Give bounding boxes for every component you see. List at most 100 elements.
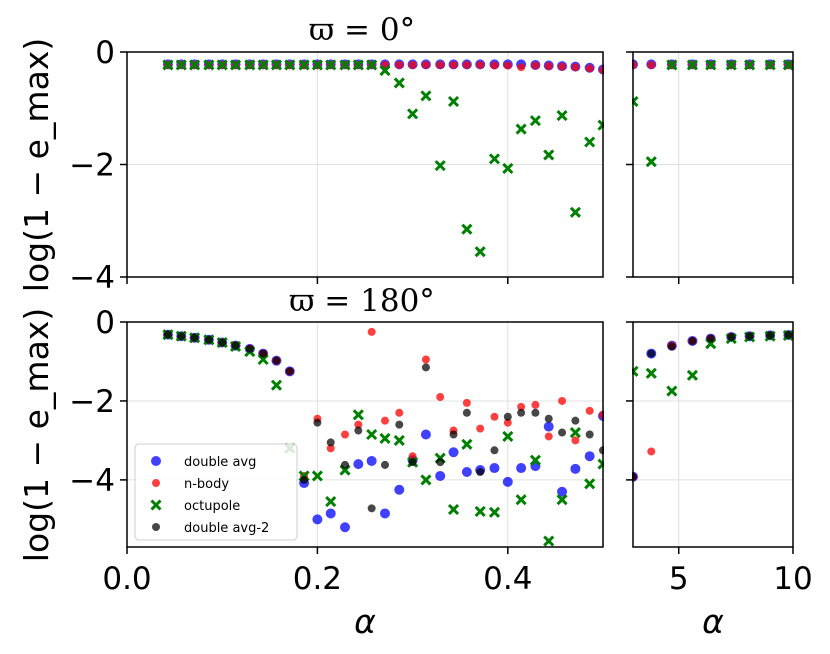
point-octupole — [311, 470, 323, 482]
legend-marker-octupole — [150, 499, 162, 511]
point-n-body — [544, 62, 553, 71]
point-octupole — [325, 496, 337, 508]
point-n-body — [462, 60, 471, 69]
point-double-avg-2 — [204, 335, 213, 344]
y-tick-label: 0 — [95, 305, 115, 341]
top-panel-title: ϖ = 0° — [309, 12, 415, 48]
point-octupole — [556, 110, 568, 122]
point-double-avg-2 — [421, 363, 430, 372]
point-n-body — [647, 447, 656, 456]
point-octupole — [529, 454, 541, 466]
point-double-avg-2 — [784, 331, 793, 340]
point-n-body — [490, 412, 499, 421]
point-octupole — [393, 434, 405, 446]
point-n-body — [503, 61, 512, 70]
point-double-avg-2 — [449, 430, 458, 439]
point-double-avg-2 — [706, 334, 715, 343]
point-double-avg — [312, 514, 323, 525]
point-double-avg — [353, 459, 364, 470]
point-double-avg-2 — [341, 460, 350, 469]
point-double-avg-2 — [272, 356, 281, 365]
point-double-avg — [516, 463, 527, 474]
legend-entry-double-avg: double avg — [151, 455, 256, 470]
point-octupole — [686, 369, 698, 381]
point-n-body — [395, 408, 404, 417]
point-octupole — [744, 59, 756, 71]
point-octupole — [529, 115, 541, 127]
point-octupole — [434, 160, 446, 172]
point-double-avg-2 — [354, 426, 363, 435]
point-octupole — [543, 149, 555, 161]
point-double-avg — [557, 486, 568, 497]
y-tick-label: 0 — [95, 35, 115, 71]
point-n-body — [436, 60, 445, 69]
point-double-avg — [340, 522, 351, 533]
point-octupole — [257, 353, 269, 366]
point-octupole — [447, 503, 460, 516]
point-double-avg-2 — [490, 446, 499, 455]
y-tick-label: −4 — [69, 260, 115, 296]
point-n-body — [449, 60, 458, 69]
point-octupole — [393, 77, 405, 89]
point-double-avg-2 — [503, 412, 512, 421]
point-octupole — [502, 430, 514, 443]
point-double-avg-2 — [745, 332, 754, 341]
point-double-avg — [435, 470, 446, 481]
point-n-body — [380, 416, 389, 425]
point-octupole — [216, 59, 228, 71]
legend-marker-double-avg — [151, 456, 161, 466]
panel-marks-top-right — [632, 59, 794, 168]
point-double-avg-2 — [231, 341, 240, 350]
point-octupole — [515, 123, 527, 135]
point-double-avg-2 — [326, 438, 335, 447]
panel-top-right — [626, 51, 794, 284]
axes-frame — [632, 321, 794, 548]
point-octupole — [352, 409, 364, 421]
point-double-avg-2 — [408, 458, 417, 467]
point-octupole — [379, 65, 391, 77]
point-octupole — [311, 59, 323, 71]
point-n-body — [558, 396, 567, 405]
point-double-avg-2 — [517, 408, 526, 417]
point-octupole — [420, 90, 432, 102]
point-octupole — [257, 59, 269, 71]
right-x-axis-label: α — [702, 602, 724, 641]
x-tick-label: 0.4 — [483, 561, 532, 597]
point-octupole — [229, 59, 242, 71]
point-double-avg-2 — [558, 428, 567, 437]
point-octupole — [175, 59, 187, 71]
legend-frame — [134, 443, 298, 541]
point-double-avg-2 — [544, 414, 553, 423]
point-n-body — [421, 60, 430, 69]
point-octupole — [284, 59, 296, 71]
point-double-avg-2 — [727, 333, 736, 341]
point-double-avg — [448, 447, 459, 458]
point-n-body — [341, 430, 350, 439]
point-octupole — [474, 505, 486, 518]
point-octupole — [666, 385, 678, 397]
point-octupole — [705, 59, 717, 71]
point-octupole — [666, 59, 678, 71]
point-octupole — [782, 59, 794, 71]
point-double-avg — [584, 451, 595, 462]
point-n-body — [462, 398, 471, 407]
legend-entry-n-body: n-body — [152, 477, 229, 492]
x-tick-label: 10 — [773, 561, 812, 597]
axes-frame — [126, 321, 604, 548]
bottom-y-axis-label: log(1 − e_max) — [17, 308, 56, 562]
point-octupole — [515, 494, 527, 506]
point-double-avg — [543, 421, 554, 432]
point-double-avg-2 — [380, 460, 389, 469]
point-octupole — [725, 59, 737, 71]
point-double-avg-2 — [476, 468, 485, 476]
point-double-avg — [489, 463, 500, 474]
point-n-body — [571, 436, 580, 445]
point-octupole — [366, 428, 378, 441]
point-n-body — [544, 432, 553, 441]
point-double-avg-2 — [190, 333, 199, 342]
point-n-body — [558, 62, 567, 71]
panel-marks-top-left — [162, 59, 604, 258]
point-double-avg — [502, 476, 513, 487]
left-x-axis-label: α — [354, 602, 376, 641]
